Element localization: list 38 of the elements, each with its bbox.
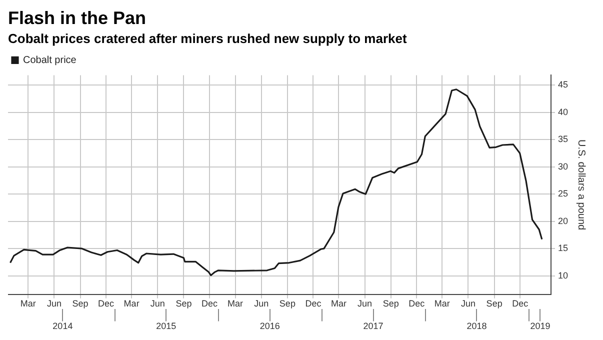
- x2-tick-label: 2015: [156, 321, 176, 332]
- y-tick-label: 10: [558, 270, 568, 280]
- x2-tick-label: 2017: [363, 321, 384, 332]
- x-tick-label: Jun: [46, 298, 62, 308]
- x2-tick-label: 2019: [530, 321, 550, 332]
- y-tick-label: 15: [558, 243, 568, 254]
- x-tick-label: Dec: [201, 298, 218, 308]
- x-tick-label: Dec: [408, 298, 426, 308]
- x-tick-label: Mar: [124, 298, 140, 308]
- x-tick-label: Mar: [20, 298, 36, 308]
- y-tick-label: 35: [558, 134, 568, 144]
- y-tick-label: 25: [558, 188, 568, 199]
- x-tick-label: Sep: [72, 298, 88, 308]
- y-tick-label: 45: [558, 80, 568, 90]
- y-axis-title: U.S. dollars a pound: [575, 139, 586, 230]
- x2-tick-label: 2014: [52, 321, 73, 332]
- x-tick-label: Sep: [279, 298, 296, 308]
- y-tick-label: 30: [558, 161, 568, 172]
- x-tick-label: Mar: [228, 298, 244, 308]
- x-tick-label: Sep: [486, 298, 502, 308]
- x2-tick-label: 2016: [260, 321, 280, 332]
- y-tick-label: 40: [558, 106, 568, 117]
- x-tick-label: Dec: [98, 298, 115, 308]
- x-tick-label: Jun: [254, 298, 269, 308]
- legend-label: Cobalt price: [23, 54, 77, 66]
- x-tick-label: Jun: [358, 298, 372, 308]
- x-tick-label: Sep: [176, 298, 192, 308]
- y-tick-label: 20: [558, 216, 568, 226]
- x2-tick-label: 2018: [466, 321, 487, 332]
- chart-subtitle: Cobalt prices cratered after miners rushed new supply to market: [8, 30, 408, 46]
- x-tick-label: Dec: [512, 298, 529, 308]
- x-tick-label: Sep: [382, 298, 399, 308]
- x-tick-label: Jun: [150, 298, 165, 308]
- x-tick-label: Jun: [460, 298, 476, 308]
- x-tick-label: Mar: [434, 298, 450, 308]
- x-tick-label: Mar: [330, 298, 346, 308]
- chart-title: Flash in the Pan: [8, 8, 146, 28]
- x-tick-label: Dec: [305, 298, 322, 308]
